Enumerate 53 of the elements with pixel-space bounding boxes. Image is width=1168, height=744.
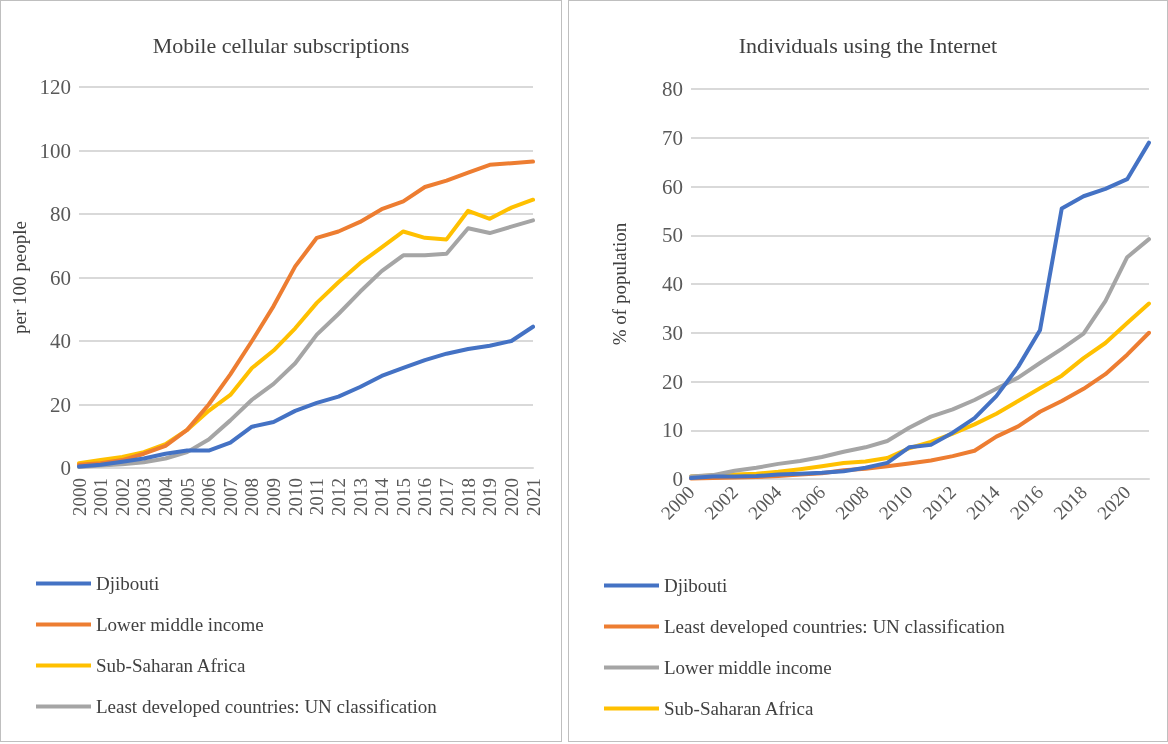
legend-label: Sub-Saharan Africa (664, 698, 814, 719)
y-tick-label: 10 (662, 418, 683, 443)
x-tick-label: 2011 (306, 478, 328, 516)
x-tick-label: 2004 (154, 477, 176, 516)
legend-label: Sub-Saharan Africa (96, 655, 246, 676)
x-tick-label: 2005 (176, 478, 198, 516)
y-tick-label: 30 (662, 320, 683, 345)
y-tick-label: 40 (662, 272, 683, 296)
y-tick-label: 80 (50, 202, 71, 226)
y-tick-label: 50 (662, 223, 683, 248)
x-tick-label: 2013 (349, 478, 371, 516)
legend-label: Least developed countries: UN classification (96, 696, 438, 717)
x-tick-label: 2012 (327, 478, 349, 516)
x-tick-label: 2019 (479, 478, 501, 516)
x-tick-label: 2016 (414, 478, 436, 516)
line-series (689, 140, 1151, 481)
x-tick-label: 2017 (436, 478, 458, 516)
legend-label: Djibouti (664, 575, 728, 596)
y-tick-label: 20 (662, 369, 683, 394)
x-tick-label: 2014 (371, 477, 393, 516)
x-tick-label: 2003 (133, 478, 155, 516)
y-tick-label: 100 (39, 138, 71, 163)
y-tick-label: 70 (662, 125, 683, 150)
x-tick-label: 2009 (263, 478, 285, 516)
legend-label: Djibouti (96, 573, 160, 594)
y-tick-label: 60 (50, 265, 71, 290)
y-axis-title: % of population (609, 222, 630, 346)
legend-label: Lower middle income (664, 657, 832, 678)
x-tick-label: 2015 (392, 478, 414, 516)
y-tick-label: 0 (60, 456, 71, 480)
x-tick-label: 2008 (241, 478, 263, 516)
legend-label: Lower middle income (96, 614, 264, 635)
x-tick-label: 2021 (522, 478, 544, 516)
y-tick-label: 120 (39, 75, 71, 99)
x-tick-label: 2010 (284, 478, 306, 516)
x-tick-label: 2018 (457, 478, 479, 516)
y-tick-label: 80 (662, 77, 683, 101)
y-tick-label: 20 (50, 392, 71, 417)
x-tick-label: 2006 (198, 478, 220, 516)
x-tick-label: 2001 (90, 478, 112, 516)
y-tick-label: 40 (50, 329, 71, 353)
x-tick-label: 2020 (500, 478, 522, 516)
legend-label: Least developed countries: UN classification (664, 616, 1006, 637)
y-tick-label: 60 (662, 174, 683, 199)
x-tick-label: 2002 (111, 478, 133, 516)
line-series (689, 237, 1151, 479)
chart-title: Individuals using the Internet (738, 32, 998, 58)
y-axis-title: per 100 people (8, 221, 30, 334)
chart-title: Mobile cellular subscriptions (152, 32, 410, 58)
x-tick-label: 2000 (68, 478, 90, 516)
x-tick-label: 2007 (219, 478, 241, 516)
line-series (77, 324, 535, 469)
y-tick-label: 0 (672, 467, 683, 491)
